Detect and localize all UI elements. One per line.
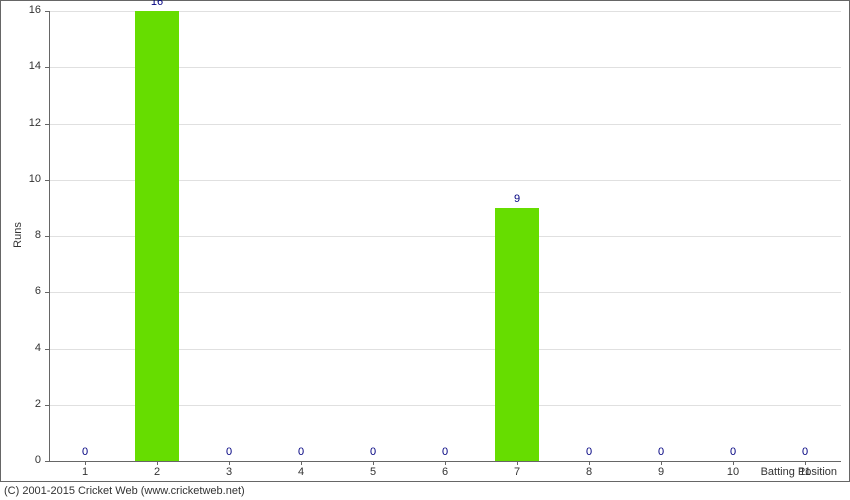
x-tick-mark bbox=[229, 461, 230, 465]
x-tick-mark bbox=[301, 461, 302, 465]
y-tick-label: 0 bbox=[19, 454, 41, 466]
x-axis-title: Batting Position bbox=[761, 466, 837, 478]
x-tick-label: 8 bbox=[574, 466, 604, 478]
bar-value-label: 0 bbox=[569, 446, 609, 458]
bar bbox=[495, 208, 540, 461]
y-axis-title: Runs bbox=[12, 222, 24, 248]
y-tick-label: 10 bbox=[19, 173, 41, 185]
x-tick-label: 4 bbox=[286, 466, 316, 478]
x-tick-label: 6 bbox=[430, 466, 460, 478]
y-tick-label: 2 bbox=[19, 398, 41, 410]
y-tick-label: 16 bbox=[19, 4, 41, 16]
y-axis-line bbox=[49, 11, 50, 461]
x-tick-mark bbox=[373, 461, 374, 465]
x-tick-label: 3 bbox=[214, 466, 244, 478]
x-tick-label: 2 bbox=[142, 466, 172, 478]
x-tick-mark bbox=[85, 461, 86, 465]
x-tick-mark bbox=[157, 461, 158, 465]
bar bbox=[135, 11, 180, 461]
bar-value-label: 16 bbox=[137, 0, 177, 8]
y-tick-label: 14 bbox=[19, 60, 41, 72]
chart-border: 0246810121416Runs10216304050607980901001… bbox=[0, 0, 850, 482]
bar-value-label: 0 bbox=[65, 446, 105, 458]
bar-value-label: 0 bbox=[353, 446, 393, 458]
bar-value-label: 0 bbox=[713, 446, 753, 458]
bar-value-label: 0 bbox=[425, 446, 465, 458]
y-tick-label: 12 bbox=[19, 117, 41, 129]
chart-container: 0246810121416Runs10216304050607980901001… bbox=[0, 0, 850, 500]
bar-value-label: 0 bbox=[281, 446, 321, 458]
x-tick-mark bbox=[805, 461, 806, 465]
footer-copyright: (C) 2001-2015 Cricket Web (www.cricketwe… bbox=[4, 485, 245, 497]
x-tick-label: 9 bbox=[646, 466, 676, 478]
bar-value-label: 0 bbox=[209, 446, 249, 458]
x-tick-mark bbox=[445, 461, 446, 465]
bar-value-label: 0 bbox=[785, 446, 825, 458]
x-tick-label: 7 bbox=[502, 466, 532, 478]
x-tick-mark bbox=[517, 461, 518, 465]
y-tick-label: 4 bbox=[19, 342, 41, 354]
x-tick-mark bbox=[733, 461, 734, 465]
x-tick-mark bbox=[661, 461, 662, 465]
x-tick-mark bbox=[589, 461, 590, 465]
x-tick-label: 1 bbox=[70, 466, 100, 478]
x-tick-label: 5 bbox=[358, 466, 388, 478]
x-tick-label: 10 bbox=[718, 466, 748, 478]
bar-value-label: 0 bbox=[641, 446, 681, 458]
bar-value-label: 9 bbox=[497, 193, 537, 205]
y-tick-label: 6 bbox=[19, 285, 41, 297]
